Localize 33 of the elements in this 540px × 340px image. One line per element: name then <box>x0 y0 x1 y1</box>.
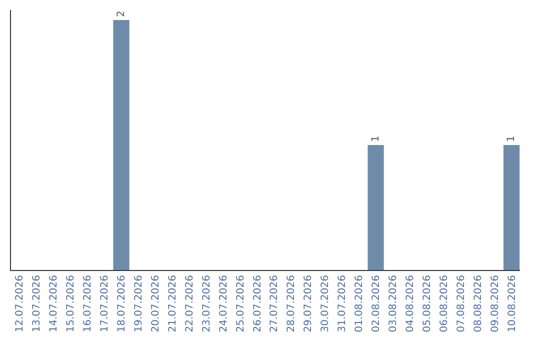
x-tick-label: 08.08.2026 <box>472 275 484 332</box>
x-tick-label: 10.08.2026 <box>506 275 518 332</box>
x-tick-label: 03.08.2026 <box>388 275 399 332</box>
x-tick-label: 31.07.2026 <box>337 275 348 332</box>
x-tick-label: 30.07.2026 <box>320 275 332 332</box>
x-tick-label: 01.08.2026 <box>354 275 366 332</box>
x-tick-label: 22.07.2026 <box>184 275 196 332</box>
x-tick-label: 04.08.2026 <box>404 275 416 332</box>
x-tick-label: 06.08.2026 <box>438 275 450 332</box>
x-tick-label: 15.07.2026 <box>66 275 77 332</box>
x-tick-label: 26.07.2026 <box>252 275 264 332</box>
x-tick-label: 21.07.2026 <box>167 275 178 332</box>
x-tick-label: 28.07.2026 <box>286 275 298 332</box>
data-label: 1 <box>370 136 382 142</box>
x-tick-label: 19.07.2026 <box>134 275 144 332</box>
x-tick-label: 18.07.2026 <box>116 275 128 332</box>
x-tick-label: 24.07.2026 <box>218 275 230 332</box>
x-tick-label: 02.08.2026 <box>371 275 382 332</box>
x-tick-label: 27.07.2026 <box>269 275 280 332</box>
x-tick-label: 23.07.2026 <box>201 275 212 332</box>
x-tick-label: 25.07.2026 <box>235 275 246 332</box>
x-tick-label: 13.07.2026 <box>32 275 43 332</box>
x-tick-label: 09.08.2026 <box>490 275 501 332</box>
x-tick-label: 05.08.2026 <box>422 275 433 332</box>
data-label: 2 <box>116 10 127 17</box>
x-tick-label: 16.07.2026 <box>82 275 94 332</box>
x-tick-label: 17.07.2026 <box>100 275 111 332</box>
x-tick-label: 20.07.2026 <box>150 275 162 332</box>
x-tick-label: 14.07.2026 <box>48 275 60 332</box>
data-label: 1 <box>506 136 518 142</box>
x-tick-label: 29.07.2026 <box>303 275 314 332</box>
x-tick-label: 07.08.2026 <box>456 275 467 332</box>
x-tick-label: 12.07.2026 <box>14 275 26 332</box>
